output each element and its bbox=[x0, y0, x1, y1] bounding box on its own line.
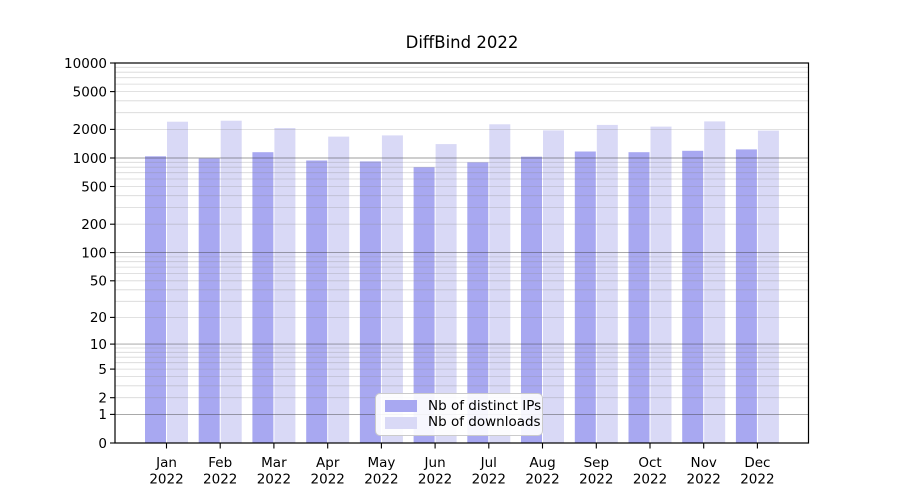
legend: Nb of distinct IPs Nb of downloads bbox=[375, 393, 543, 436]
bar bbox=[220, 120, 242, 443]
bar bbox=[198, 158, 220, 443]
x-tick-label: Jul 2022 bbox=[472, 455, 506, 488]
bars-downloads bbox=[167, 120, 779, 444]
bar bbox=[735, 149, 757, 443]
y-tick-label: 200 bbox=[81, 217, 107, 233]
x-tick-label: Apr 2022 bbox=[311, 455, 345, 488]
bar bbox=[167, 121, 188, 443]
y-tick-label: 1000 bbox=[73, 151, 107, 167]
bar bbox=[306, 160, 328, 443]
y-tick-label: 500 bbox=[81, 179, 107, 195]
y-tick-label: 10 bbox=[90, 337, 107, 353]
chart-title: DiffBind 2022 bbox=[405, 33, 519, 52]
x-tick-label: Jan 2022 bbox=[149, 455, 183, 488]
y-tick-label: 0 bbox=[98, 436, 107, 452]
x-tick-label: Sep 2022 bbox=[579, 455, 613, 488]
y-tick-label: 2 bbox=[98, 391, 107, 407]
legend-label-distinct-ips: Nb of distinct IPs bbox=[428, 397, 542, 414]
bar bbox=[521, 156, 542, 443]
y-tick-label: 5000 bbox=[73, 84, 107, 100]
x-tick-label: Jun 2022 bbox=[418, 455, 452, 488]
bar bbox=[435, 144, 457, 443]
bar bbox=[328, 136, 350, 443]
bar bbox=[467, 162, 489, 444]
bar bbox=[381, 135, 403, 443]
bar bbox=[359, 161, 381, 443]
y-tick-label: 1 bbox=[98, 407, 107, 423]
y-tick-label: 50 bbox=[90, 274, 107, 290]
bar bbox=[596, 124, 618, 444]
bar bbox=[704, 121, 726, 444]
x-tick-label: Aug 2022 bbox=[525, 455, 559, 488]
bar bbox=[274, 128, 296, 443]
bars-distinct-ips bbox=[145, 149, 757, 444]
legend-label-downloads: Nb of downloads bbox=[428, 413, 541, 430]
y-tick-label: 100 bbox=[81, 245, 107, 261]
y-tick-label: 10000 bbox=[64, 56, 107, 72]
y-axis: 0 12 5 10 20 50 100 200 500 1000 2000 5000 10000 bbox=[64, 56, 115, 452]
bar bbox=[413, 167, 435, 443]
legend-swatch-downloads bbox=[385, 416, 417, 429]
bar bbox=[252, 152, 274, 443]
x-tick-label: Mar 2022 bbox=[257, 455, 291, 488]
bar bbox=[650, 126, 672, 443]
x-tick-label: Feb 2022 bbox=[203, 455, 237, 488]
x-tick-label: Oct 2022 bbox=[633, 455, 667, 488]
bar bbox=[574, 151, 596, 443]
bar bbox=[628, 152, 650, 443]
legend-item-downloads: Nb of downloads bbox=[385, 415, 541, 430]
legend-item-distinct-ips: Nb of distinct IPs bbox=[385, 399, 541, 414]
y-tick-label: 20 bbox=[90, 310, 107, 326]
bar bbox=[757, 130, 779, 443]
x-tick-label: Dec 2022 bbox=[740, 455, 774, 488]
bar bbox=[145, 156, 166, 444]
x-tick-label: Nov 2022 bbox=[687, 455, 721, 488]
bar bbox=[489, 124, 511, 444]
x-axis: Jan 2022 Feb 2022 Mar 2022 Apr 2022 May 2022 Jun 20… bbox=[149, 443, 775, 488]
bar bbox=[543, 130, 564, 443]
legend-swatch-distinct-ips bbox=[385, 400, 417, 413]
y-tick-label: 2000 bbox=[73, 122, 107, 138]
y-tick-label: 5 bbox=[98, 362, 107, 378]
bar bbox=[682, 150, 704, 444]
x-tick-label: May 2022 bbox=[364, 455, 398, 488]
